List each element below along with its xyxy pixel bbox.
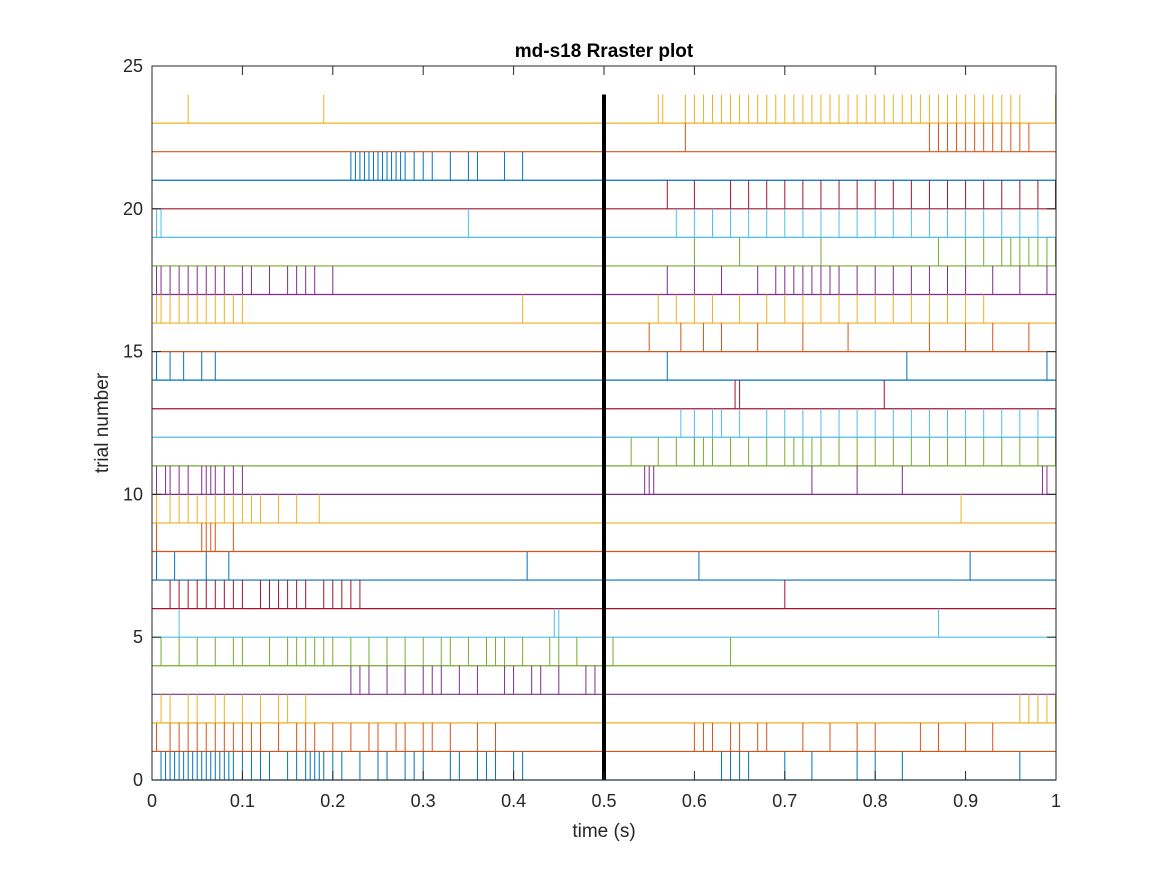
y-tick-label: 5 — [133, 627, 143, 647]
x-axis-label: time (s) — [572, 821, 635, 842]
x-tick-label: 0.9 — [953, 791, 978, 811]
x-tick-label: 0.8 — [863, 791, 888, 811]
y-tick-label: 20 — [123, 199, 143, 219]
x-tick-label: 0.7 — [772, 791, 797, 811]
y-axis-ticks: 0 5 10 15 20 25 — [123, 56, 1056, 790]
y-tick-label: 15 — [123, 342, 143, 362]
x-tick-label: 0 — [147, 791, 157, 811]
x-tick-label: 0.2 — [320, 791, 345, 811]
x-tick-label: 0.4 — [501, 791, 526, 811]
x-axis-ticks: 0 0.1 0.2 0.3 0.4 0.5 0.6 0.7 0.8 0.9 1 — [147, 66, 1061, 811]
y-tick-label: 0 — [133, 770, 143, 790]
x-tick-label: 0.1 — [230, 791, 255, 811]
x-tick-label: 1 — [1051, 791, 1061, 811]
y-axis-label: trial number — [92, 372, 113, 473]
y-tick-label: 25 — [123, 56, 143, 76]
x-tick-label: 0.6 — [682, 791, 707, 811]
x-tick-label: 0.5 — [591, 791, 616, 811]
x-tick-label: 0.3 — [411, 791, 436, 811]
y-tick-label: 10 — [123, 484, 143, 504]
chart-title: md-s18 Rraster plot — [515, 41, 694, 62]
